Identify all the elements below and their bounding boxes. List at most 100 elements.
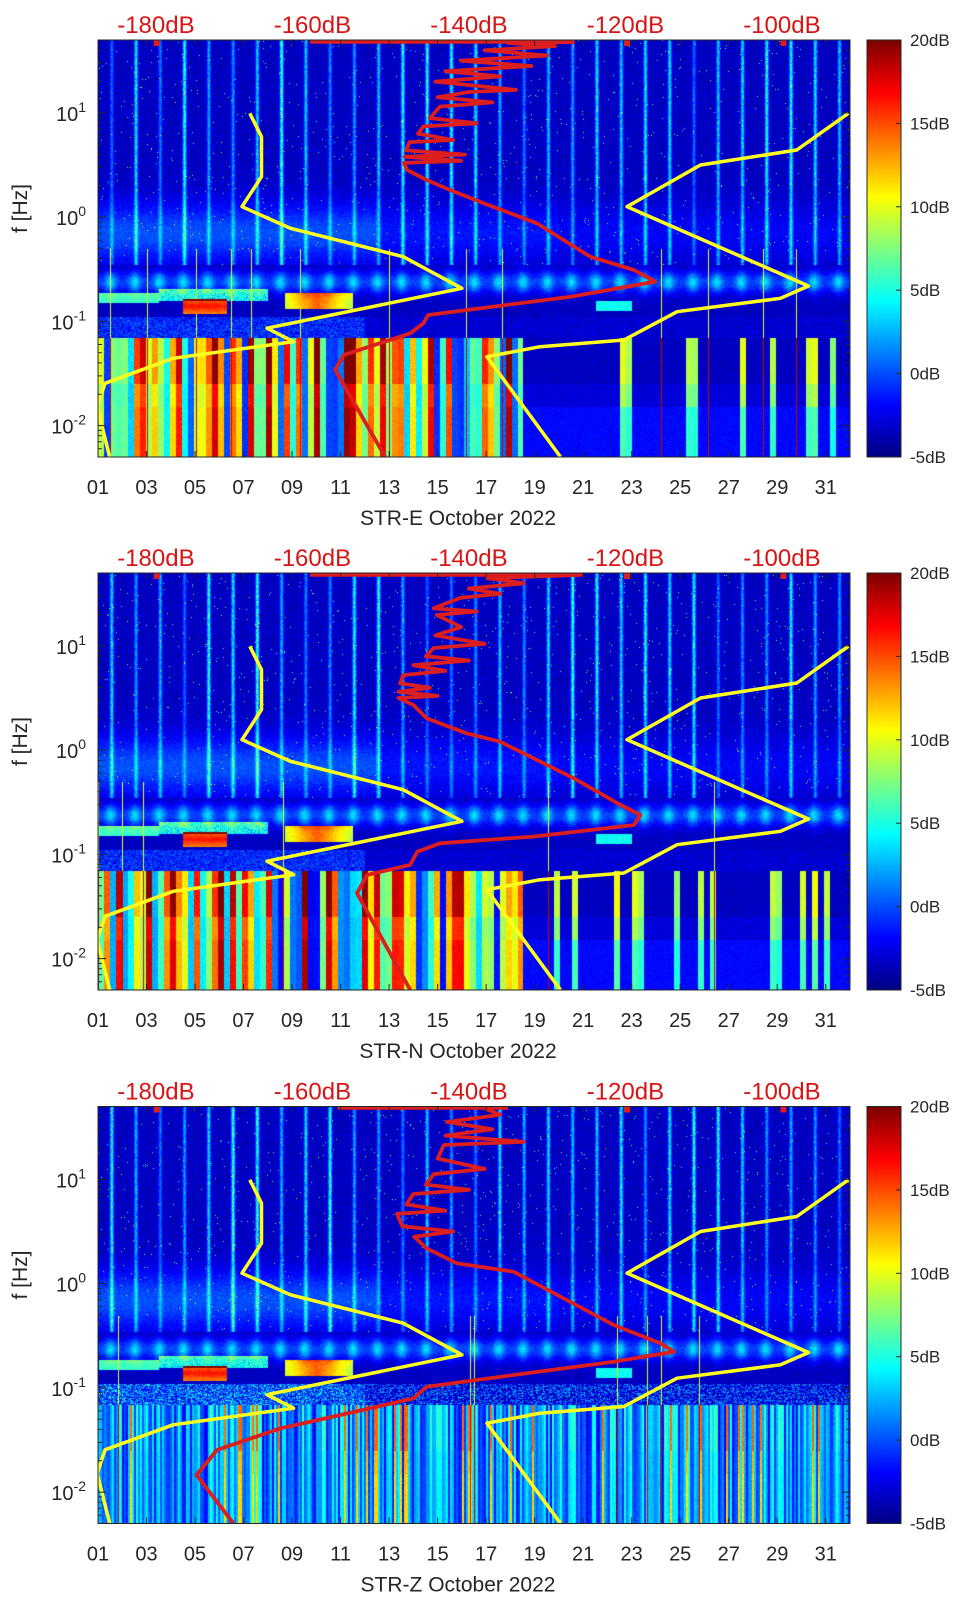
x-tick-label: 17 <box>475 1544 497 1566</box>
x-tick-label: 05 <box>184 477 206 499</box>
y-tick-label: 10-2 <box>51 1478 86 1505</box>
top-db-label: -180dB <box>117 545 194 572</box>
x-tick-label: 19 <box>524 1544 546 1566</box>
y-tick-label: 100 <box>56 203 86 230</box>
x-tick-label: 17 <box>475 477 497 499</box>
top-db-label: -180dB <box>117 12 194 39</box>
colorbar-tick-label: 0dB <box>910 1431 940 1450</box>
x-tick-label: 05 <box>184 1010 206 1032</box>
psd-curve <box>355 573 643 990</box>
y-tick-label: 10-1 <box>51 840 86 867</box>
x-tick-label: 25 <box>669 1010 691 1032</box>
x-tick-label: 23 <box>621 477 643 499</box>
x-tick-label: 29 <box>766 1010 788 1032</box>
x-tick-label: 25 <box>669 477 691 499</box>
x-tick-label: 19 <box>524 477 546 499</box>
x-tick-label: 09 <box>281 1544 303 1566</box>
x-tick-label: 25 <box>669 1544 691 1566</box>
top-db-label: -140dB <box>430 545 507 572</box>
nhnm-curve <box>485 644 850 990</box>
y-axis-label: f [Hz] <box>9 1250 32 1299</box>
x-tick-label: 19 <box>524 1010 546 1032</box>
x-tick-label: 13 <box>378 1010 400 1032</box>
psd-top-marker <box>780 573 787 579</box>
psd-top-marker <box>153 573 160 579</box>
colorbar-tick-label: 20dB <box>910 564 950 583</box>
colorbar-tick-label: 5dB <box>910 281 940 300</box>
nlnm-curve <box>98 1179 464 1524</box>
psd-curve <box>333 40 658 457</box>
x-tick-label: 31 <box>815 477 837 499</box>
x-tick-label: 27 <box>718 477 740 499</box>
y-tick-label: 101 <box>56 99 86 126</box>
psd-top-marker <box>780 1106 787 1113</box>
top-db-label: -120dB <box>587 1079 664 1106</box>
x-tick-label: 31 <box>815 1010 837 1032</box>
x-axis-label: STR-Z October 2022 <box>361 1574 556 1597</box>
colorbar-tick-label: 20dB <box>910 1098 950 1117</box>
colorbar-tick-label: 10dB <box>910 731 950 750</box>
nhnm-curve <box>485 111 850 457</box>
x-tick-label: 09 <box>281 477 303 499</box>
psd-curve <box>194 1106 676 1524</box>
y-tick-label: 10-1 <box>51 1374 86 1401</box>
x-tick-label: 15 <box>426 1544 448 1566</box>
psd-top-marker <box>780 40 787 46</box>
x-tick-label: 29 <box>766 1544 788 1566</box>
top-db-label: -140dB <box>430 12 507 39</box>
psd-top-marker <box>623 573 630 579</box>
colorbar-tick-label: -5dB <box>910 981 946 1000</box>
x-tick-label: 11 <box>330 1544 351 1566</box>
x-tick-label: 29 <box>766 477 788 499</box>
x-axis-label: STR-E October 2022 <box>360 507 556 530</box>
x-tick-label: 15 <box>426 1010 448 1032</box>
top-db-label: -160dB <box>274 1079 351 1106</box>
x-tick-label: 07 <box>232 1544 254 1566</box>
x-tick-label: 27 <box>718 1010 740 1032</box>
x-tick-label: 05 <box>184 1544 206 1566</box>
psd-top-marker <box>623 1106 630 1113</box>
top-db-label: -100dB <box>743 545 820 572</box>
x-tick-label: 13 <box>378 1544 400 1566</box>
x-tick-label: 13 <box>378 477 400 499</box>
x-tick-label: 01 <box>87 1544 109 1566</box>
psd-top-marker <box>623 40 630 46</box>
colorbar-tick-label: -5dB <box>910 1515 946 1534</box>
x-tick-label: 15 <box>426 477 448 499</box>
nhnm-curve <box>485 1178 850 1524</box>
y-tick-label: 101 <box>56 632 86 659</box>
spectrogram-panel-n: 01 03 05 07 09 11 13 15 17 19 21 23 25 27 29 31 10-2 10-1… <box>0 0 962 1063</box>
nlnm-curve <box>98 645 464 990</box>
psd-top-marker <box>153 40 160 46</box>
colorbar-tick-label: 20dB <box>910 31 950 50</box>
x-tick-label: 03 <box>135 1010 157 1032</box>
x-tick-label: 01 <box>87 477 109 499</box>
x-tick-label: 21 <box>572 1544 594 1566</box>
colorbar-tick-label: 5dB <box>910 814 940 833</box>
y-tick-label: 100 <box>56 1270 86 1297</box>
y-tick-label: 10-1 <box>51 307 86 334</box>
colorbar-tick-label: 15dB <box>910 1181 950 1200</box>
top-db-label: -160dB <box>274 545 351 572</box>
x-axis-label: STR-N October 2022 <box>359 1040 556 1063</box>
x-tick-label: 03 <box>135 477 157 499</box>
colorbar <box>867 40 901 457</box>
y-tick-label: 10-2 <box>51 412 86 439</box>
y-tick-label: 101 <box>56 1165 86 1192</box>
x-tick-label: 27 <box>718 1544 740 1566</box>
colorbar-tick-label: 10dB <box>910 1264 950 1283</box>
colorbar-tick-label: 0dB <box>910 898 940 917</box>
y-tick-label: 10-2 <box>51 945 86 972</box>
x-tick-label: 11 <box>330 1010 351 1032</box>
colorbar-tick-label: 5dB <box>910 1348 940 1367</box>
colorbar <box>867 1106 901 1524</box>
x-tick-label: 07 <box>232 1010 254 1032</box>
x-tick-label: 23 <box>621 1544 643 1566</box>
colorbar-frame <box>866 572 902 991</box>
top-db-label: -160dB <box>274 12 351 39</box>
y-axis-label: f [Hz] <box>9 717 32 766</box>
